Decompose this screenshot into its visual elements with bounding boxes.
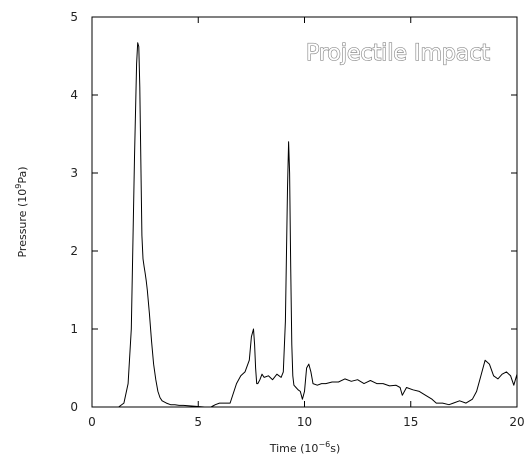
chart-title: Projectile Impact bbox=[306, 41, 490, 66]
y-tick-label: 2 bbox=[70, 244, 78, 258]
y-axis-label-base: Pressure (10 bbox=[16, 189, 29, 258]
x-axis-label-exponent: −6 bbox=[318, 440, 330, 449]
y-axis-label-tail: Pa) bbox=[16, 166, 29, 183]
x-tick-label: 0 bbox=[88, 415, 96, 429]
x-axis-label-base: Time (10 bbox=[269, 442, 319, 455]
x-axis-label-tail: s) bbox=[330, 442, 340, 455]
x-tick-label: 10 bbox=[297, 415, 312, 429]
y-tick-label: 3 bbox=[70, 166, 78, 180]
y-tick-label: 1 bbox=[70, 322, 78, 336]
y-tick-label: 4 bbox=[70, 88, 78, 102]
y-axis-label-exponent: 9 bbox=[14, 184, 23, 189]
x-tick-label: 15 bbox=[403, 415, 418, 429]
x-tick-label: 20 bbox=[509, 415, 524, 429]
series-line bbox=[118, 42, 518, 408]
y-axis-label: Pressure (109Pa) bbox=[14, 166, 29, 257]
x-tick-label: 5 bbox=[194, 415, 202, 429]
y-tick-label: 0 bbox=[70, 400, 78, 414]
axes: 0 5 10 15 20 0 1 2 3 4 5 bbox=[70, 10, 524, 429]
y-tick-label: 5 bbox=[70, 10, 78, 24]
x-axis-label: Time (10−6s) bbox=[269, 440, 341, 455]
plot-frame bbox=[91, 16, 518, 408]
